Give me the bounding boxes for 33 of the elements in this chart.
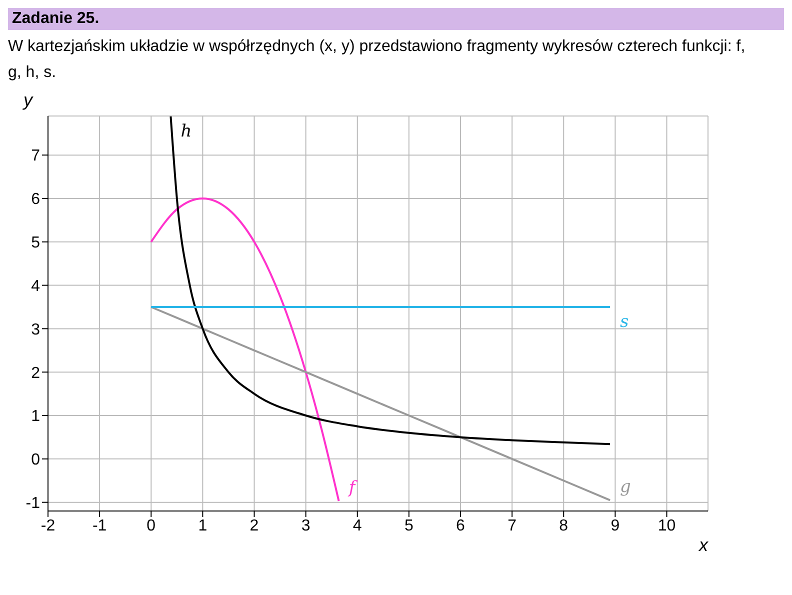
x-tick-label: -2 — [40, 517, 56, 534]
y-tick-label: 2 — [31, 364, 40, 382]
x-axis-title: x — [698, 535, 709, 555]
y-tick-label: 6 — [31, 191, 40, 208]
y-tick-label: 4 — [31, 278, 40, 295]
x-tick-label: 4 — [352, 517, 362, 534]
x-tick-label: 8 — [559, 517, 568, 534]
y-tick-label: -1 — [26, 495, 40, 512]
y-tick-label: 5 — [31, 234, 40, 252]
y-tick-label: 0 — [31, 452, 40, 469]
y-tick-label: 1 — [31, 408, 40, 426]
x-tick-label: 7 — [508, 517, 517, 534]
chart-title: Zadanie 25. — [8, 8, 784, 30]
y-axis-title: y — [22, 90, 34, 110]
y-tick-label: 3 — [31, 321, 40, 338]
x-tick-label: 10 — [658, 517, 676, 534]
x-tick-label: 2 — [250, 517, 259, 534]
series-label: g — [620, 477, 632, 498]
line-series — [170, 116, 612, 446]
series-label: h — [180, 121, 192, 142]
x-tick-label: -1 — [92, 517, 107, 534]
y-tick-label: 7 — [31, 148, 40, 165]
x-tick-label: 5 — [404, 517, 414, 534]
line-series — [150, 197, 340, 502]
series-label: s — [620, 312, 630, 332]
x-tick-label: 1 — [198, 517, 208, 534]
line-series — [150, 306, 612, 502]
x-tick-label: 6 — [456, 517, 466, 534]
chart-subtitle: W kartezjańskim układzie w współrzędnych (x, y) przedstawiono fragmenty wykresów czterech funkcji: f, g, h, s. — [8, 37, 746, 83]
x-tick-label: 9 — [610, 517, 620, 534]
x-tick-label: 0 — [146, 517, 156, 534]
x-tick-label: 3 — [301, 517, 310, 534]
series-label: f — [346, 478, 358, 498]
